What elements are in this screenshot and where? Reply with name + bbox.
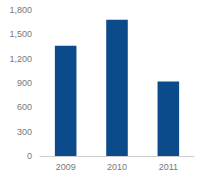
svg-text:1,800: 1,800	[9, 5, 32, 15]
svg-text:2009: 2009	[56, 162, 76, 172]
svg-text:0: 0	[27, 151, 32, 161]
svg-text:2010: 2010	[107, 162, 127, 172]
svg-text:1,500: 1,500	[9, 29, 32, 39]
svg-text:300: 300	[17, 127, 32, 137]
svg-text:2011: 2011	[159, 162, 178, 172]
svg-text:600: 600	[17, 102, 32, 112]
svg-text:1,200: 1,200	[9, 54, 32, 64]
svg-text:900: 900	[17, 78, 32, 88]
